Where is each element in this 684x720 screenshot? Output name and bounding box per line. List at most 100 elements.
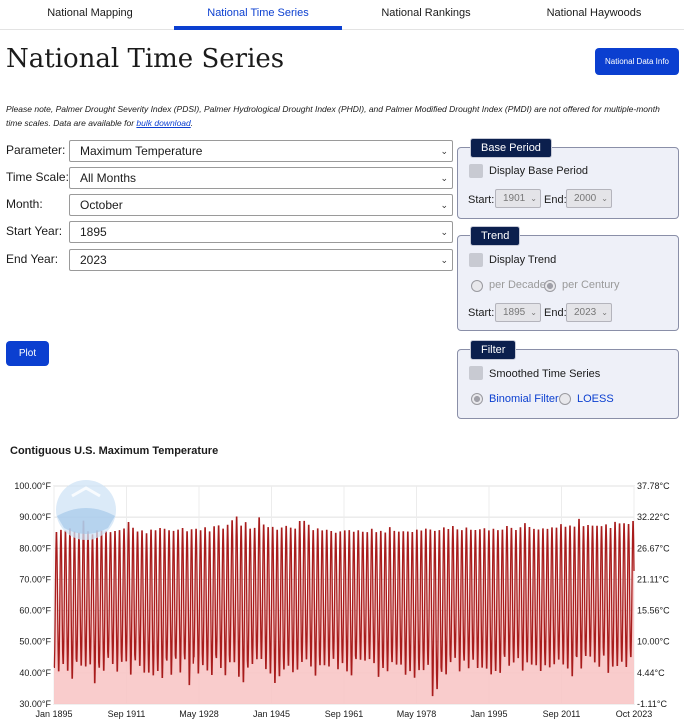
start-year-label: Start Year: <box>6 224 63 238</box>
base-period-title: Base Period <box>470 138 552 158</box>
month-row: Month: October ⌄ <box>6 194 453 216</box>
base-period-panel: Base Period Display Base Period Start: 1… <box>457 138 679 219</box>
x-tick-label: Oct 2023 <box>616 709 653 719</box>
end-year-value: 2023 <box>80 253 107 267</box>
chevron-down-icon: ⌄ <box>601 308 608 317</box>
filter-panel: Filter Smoothed Time Series Binomial Fil… <box>457 340 679 419</box>
chevron-down-icon: ⌄ <box>530 194 537 203</box>
chevron-down-icon: ⌄ <box>440 200 448 210</box>
display-base-period-label: Display Base Period <box>489 165 589 177</box>
trend-start-value: 1895 <box>503 307 526 318</box>
time-scale-select[interactable]: All Months ⌄ <box>69 167 453 189</box>
x-tick-label: Jan 1995 <box>470 709 507 719</box>
noaa-logo-bird <box>71 486 101 498</box>
y-tick-label-left: 90.00°F <box>19 512 51 522</box>
chevron-down-icon: ⌄ <box>440 173 448 183</box>
month-value: October <box>80 198 123 212</box>
parameter-select[interactable]: Maximum Temperature ⌄ <box>69 140 453 162</box>
y-tick-label-right: 10.00°C <box>637 637 670 647</box>
series-line <box>53 516 635 697</box>
noaa-logo-wave <box>57 508 115 534</box>
loess-label: LOESS <box>577 393 614 405</box>
base-end-value: 2000 <box>574 193 597 204</box>
x-tick-label: May 1928 <box>179 709 219 719</box>
month-label: Month: <box>6 197 43 211</box>
end-year-select[interactable]: 2023 ⌄ <box>69 249 453 271</box>
per-century-label: per Century <box>562 279 620 291</box>
parameter-row: Parameter: Maximum Temperature ⌄ <box>6 140 453 162</box>
display-trend-label: Display Trend <box>489 254 557 266</box>
smoothed-time-series-checkbox[interactable] <box>469 366 483 380</box>
x-tick-label: Jan 1895 <box>35 709 72 719</box>
tab-national-haywoods[interactable]: National Haywoods <box>546 7 642 19</box>
y-tick-label-right: 4.44°C <box>637 668 665 678</box>
y-tick-label-right: 15.56°C <box>637 606 670 616</box>
end-year-row: End Year: 2023 ⌄ <box>6 249 453 271</box>
chevron-down-icon: ⌄ <box>440 146 448 156</box>
y-tick-label-left: 80.00°F <box>19 543 51 553</box>
trend-end-select[interactable]: 2023 ⌄ <box>566 303 612 322</box>
binomial-filter-label: Binomial Filter <box>489 393 559 405</box>
month-select[interactable]: October ⌄ <box>69 194 453 216</box>
parameter-value: Maximum Temperature <box>80 144 203 158</box>
y-tick-label-left: 40.00°F <box>19 668 51 678</box>
y-tick-label-left: 100.00°F <box>14 481 51 491</box>
parameter-label: Parameter: <box>6 143 66 157</box>
trend-start-select[interactable]: 1895 ⌄ <box>495 303 541 322</box>
y-tick-label-left: 60.00°F <box>19 606 51 616</box>
chevron-down-icon: ⌄ <box>530 308 537 317</box>
x-tick-label: May 1978 <box>397 709 437 719</box>
base-start-label: Start: <box>468 194 495 206</box>
x-tick-label: Jan 1945 <box>253 709 290 719</box>
note-end: . <box>190 118 194 128</box>
time-scale-label: Time Scale: <box>6 170 69 184</box>
display-trend-checkbox[interactable] <box>469 253 483 267</box>
base-end-label: End: <box>544 194 567 206</box>
bulk-download-link[interactable]: bulk download <box>136 118 191 128</box>
national-data-info-button[interactable]: National Data Info <box>595 48 679 75</box>
y-tick-label-left: 70.00°F <box>19 574 51 584</box>
plot-button[interactable]: Plot <box>6 341 49 366</box>
x-tick-label: Sep 1961 <box>325 709 364 719</box>
trend-title: Trend <box>470 226 521 246</box>
display-base-period-checkbox[interactable] <box>469 164 483 178</box>
base-end-select[interactable]: 2000 ⌄ <box>566 189 612 208</box>
note-text: Please note, Palmer Drought Severity Ind… <box>6 104 660 128</box>
loess-radio[interactable] <box>559 393 571 405</box>
start-year-select[interactable]: 1895 ⌄ <box>69 221 453 243</box>
page-title: National Time Series <box>6 44 285 74</box>
base-start-select[interactable]: 1901 ⌄ <box>495 189 541 208</box>
tab-national-mapping[interactable]: National Mapping <box>47 7 133 19</box>
y-tick-label-right: -1.11°C <box>637 699 667 709</box>
x-tick-label: Sep 1911 <box>108 709 146 719</box>
trend-panel: Trend Display Trend per Decade per Centu… <box>457 226 679 331</box>
y-tick-label-right: 21.11°C <box>637 574 669 584</box>
trend-end-label: End: <box>544 307 567 319</box>
end-year-label: End Year: <box>6 252 59 266</box>
smoothed-time-series-label: Smoothed Time Series <box>489 368 601 380</box>
binomial-filter-radio[interactable] <box>471 393 483 405</box>
top-tab-bar: National Mapping National Time Series Na… <box>0 0 684 30</box>
tab-national-rankings[interactable]: National Rankings <box>381 7 471 19</box>
download-note: Please note, Palmer Drought Severity Ind… <box>6 102 666 130</box>
chevron-down-icon: ⌄ <box>601 194 608 203</box>
start-year-value: 1895 <box>80 225 107 239</box>
chevron-down-icon: ⌄ <box>440 227 448 237</box>
chart-title: Contiguous U.S. Maximum Temperature <box>10 445 219 457</box>
y-tick-label-right: 26.67°C <box>637 543 670 553</box>
time-scale-value: All Months <box>80 171 137 185</box>
per-decade-radio[interactable] <box>471 280 483 292</box>
start-year-row: Start Year: 1895 ⌄ <box>6 221 453 243</box>
y-tick-label-left: 50.00°F <box>19 637 51 647</box>
time-scale-row: Time Scale: All Months ⌄ <box>6 167 453 189</box>
chevron-down-icon: ⌄ <box>440 255 448 265</box>
x-tick-label: Sep 2011 <box>543 709 581 719</box>
y-tick-label-left: 30.00°F <box>19 699 51 709</box>
y-tick-label-right: 37.78°C <box>637 481 670 491</box>
filter-title: Filter <box>470 340 517 360</box>
per-century-radio[interactable] <box>544 280 556 292</box>
trend-end-value: 2023 <box>574 307 597 318</box>
y-tick-label-right: 32.22°C <box>637 512 670 522</box>
tab-national-time-series[interactable]: National Time Series <box>174 0 342 30</box>
time-series-chart: 100.00°F 37.78°C 90.00°F 32.22°C 80.00°F 26.6… <box>14 480 670 719</box>
